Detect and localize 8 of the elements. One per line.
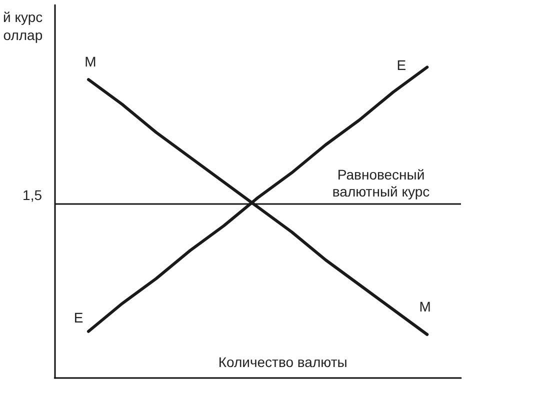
y-axis-title: й курс оллар — [2, 9, 43, 43]
series-label: M — [84, 54, 96, 70]
ref-line-label: Равновесный валютный курс — [332, 166, 430, 200]
text: 1,5 — [22, 186, 42, 203]
x-axis-title: Количество валюты — [218, 354, 348, 370]
series-label: E — [396, 57, 406, 74]
text: M — [419, 298, 431, 314]
text: E — [74, 309, 84, 326]
